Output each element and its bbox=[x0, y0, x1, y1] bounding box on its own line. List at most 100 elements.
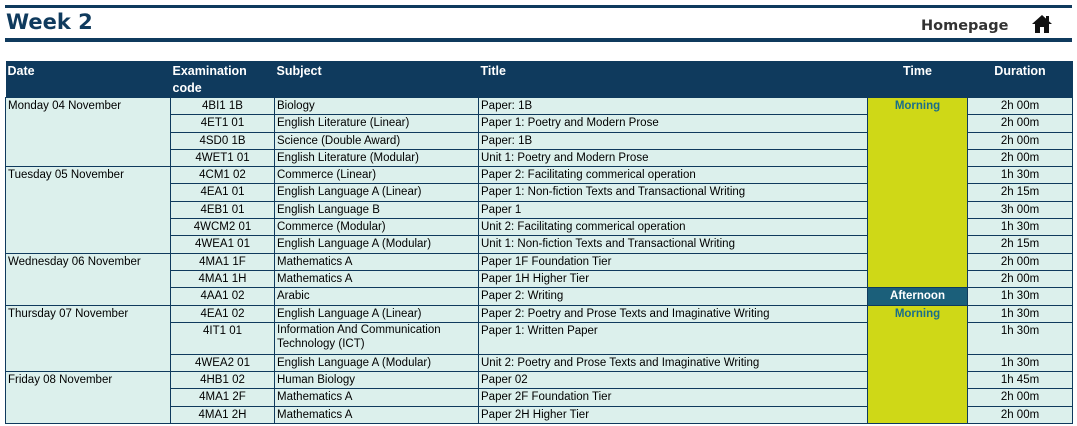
cell-duration: 1h 30m bbox=[967, 218, 1073, 237]
cell-time bbox=[867, 201, 968, 219]
cell-subject: English Language B bbox=[274, 200, 479, 220]
cell-subject: Commerce (Linear) bbox=[274, 166, 479, 185]
cell-subject: English Language A (Linear) bbox=[274, 304, 479, 323]
cell-exam-code: 4MA1 2H bbox=[170, 405, 275, 425]
cell-title: Paper 1: Written Paper bbox=[478, 321, 868, 355]
table-header-row: Date Examination code Subject Title Time… bbox=[5, 61, 1073, 98]
column-header-duration: Duration bbox=[967, 61, 1073, 98]
column-header-title: Title bbox=[478, 61, 868, 98]
cell-title: Paper 2: Writing bbox=[478, 287, 868, 306]
cell-title: Paper 1: Poetry and Modern Prose bbox=[478, 114, 868, 133]
header-rule bbox=[5, 38, 1072, 42]
cell-duration: 1h 30m bbox=[967, 353, 1073, 373]
cell-exam-code: 4BI1 1B bbox=[170, 96, 275, 116]
cell-exam-code: 4WEA2 01 bbox=[170, 353, 275, 373]
cell-duration: 3h 00m bbox=[967, 200, 1073, 220]
cell-exam-code: 4WET1 01 bbox=[170, 148, 275, 168]
cell-exam-code: 4AA1 02 bbox=[170, 287, 275, 306]
cell-title: Unit 2: Facilitating commerical operatio… bbox=[478, 218, 868, 237]
cell-duration: 2h 00m bbox=[967, 114, 1073, 133]
cell-subject: Human Biology bbox=[274, 371, 479, 390]
table-row: Wednesday 06 November 4MA1 1F Mathematics … bbox=[5, 252, 1073, 306]
cell-time: Morning bbox=[867, 96, 968, 115]
cell-duration: 2h 15m bbox=[967, 183, 1073, 202]
cell-subject: Mathematics A bbox=[274, 269, 479, 289]
cell-date: Monday 04 November bbox=[5, 96, 171, 168]
cell-duration: 2h 00m bbox=[967, 405, 1073, 425]
cell-time bbox=[867, 322, 968, 355]
cell-title: Unit 1: Non-fiction Texts and Transactio… bbox=[478, 235, 868, 254]
cell-subject: English Literature (Linear) bbox=[274, 114, 479, 133]
cell-exam-code: 4IT1 01 bbox=[170, 321, 275, 355]
cell-date: Wednesday 06 November bbox=[5, 252, 171, 306]
cell-time bbox=[867, 114, 968, 133]
cell-subject: Biology bbox=[274, 96, 479, 116]
table-row: 4MA1 2H Mathematics A Paper 2H Higher Tier… bbox=[6, 405, 1073, 425]
cell-time bbox=[867, 371, 968, 389]
cell-time bbox=[867, 218, 968, 236]
cell-duration: 1h 30m bbox=[967, 287, 1073, 306]
cell-time bbox=[867, 149, 968, 167]
cell-exam-code: 4ET1 01 bbox=[170, 114, 275, 133]
cell-title: Paper: 1B bbox=[478, 131, 868, 150]
cell-time: Afternoon bbox=[867, 287, 968, 306]
cell-title: Paper 1F Foundation Tier bbox=[478, 252, 868, 271]
cell-subject: English Language A (Modular) bbox=[274, 353, 479, 373]
cell-subject: Commerce (Modular) bbox=[274, 218, 479, 237]
cell-time bbox=[867, 183, 968, 202]
cell-title: Paper 2: Poetry and Prose Texts and Imag… bbox=[478, 304, 868, 323]
cell-exam-code: 4EA1 01 bbox=[170, 183, 275, 202]
table-row: 4IT1 01 Information And Communication Tec… bbox=[6, 321, 1073, 355]
cell-time bbox=[867, 132, 968, 150]
cell-exam-code: 4MA1 1H bbox=[170, 269, 275, 289]
cell-time bbox=[867, 406, 968, 425]
page-title: Week 2 bbox=[6, 10, 93, 34]
exam-timetable: Date Examination code Subject Title Time… bbox=[5, 61, 1073, 425]
cell-duration: 1h 30m bbox=[967, 166, 1073, 185]
table-row: Monday 04 November 4BI1 1B Biology Paper: 1… bbox=[5, 96, 1073, 168]
cell-title: Paper 2H Higher Tier bbox=[478, 405, 868, 425]
cell-time bbox=[867, 166, 968, 184]
column-header-subject: Subject bbox=[274, 61, 479, 98]
cell-duration: 2h 15m bbox=[967, 235, 1073, 254]
cell-subject: Science (Double Award) bbox=[274, 131, 479, 150]
cell-subject: English Language A (Modular) bbox=[274, 235, 479, 254]
column-header-time: Time bbox=[867, 61, 968, 98]
cell-title: Paper 2F Foundation Tier bbox=[478, 388, 868, 407]
cell-subject: Mathematics A bbox=[274, 388, 479, 407]
table-row: 4AA1 02 Arabic Paper 2: Writing Afternoon 1h… bbox=[6, 287, 1073, 306]
cell-duration: 1h 30m bbox=[967, 304, 1073, 323]
cell-time: Morning bbox=[867, 304, 968, 323]
cell-subject: English Literature (Modular) bbox=[274, 148, 479, 168]
cell-duration: 2h 00m bbox=[967, 148, 1073, 168]
cell-title: Paper 1H Higher Tier bbox=[478, 269, 868, 289]
cell-exam-code: 4WEA1 01 bbox=[170, 235, 275, 254]
table-row: Tuesday 05 November 4CM1 02 Commerce (Line… bbox=[5, 166, 1073, 254]
cell-subject: Mathematics A bbox=[274, 252, 479, 271]
homepage-link[interactable]: Homepage bbox=[921, 18, 1009, 34]
table-row: 4WCM2 01 Commerce (Modular) Unit 2: Facili… bbox=[6, 218, 1073, 237]
table-row: 4SD0 1B Science (Double Award) Paper: 1B 2h… bbox=[6, 131, 1073, 150]
cell-duration: 2h 00m bbox=[967, 252, 1073, 271]
cell-exam-code: 4SD0 1B bbox=[170, 131, 275, 150]
cell-time bbox=[867, 388, 968, 407]
cell-exam-code: 4EB1 01 bbox=[170, 200, 275, 220]
cell-time bbox=[867, 253, 968, 271]
cell-subject: Mathematics A bbox=[274, 405, 479, 425]
cell-subject: Information And Communication Technology… bbox=[274, 321, 479, 355]
cell-time bbox=[867, 270, 968, 289]
cell-date: Thursday 07 November bbox=[5, 304, 171, 373]
cell-subject: Arabic bbox=[274, 287, 479, 306]
column-header-date: Date bbox=[5, 61, 171, 98]
cell-duration: 2h 00m bbox=[967, 131, 1073, 150]
cell-title: Paper: 1B bbox=[478, 96, 868, 116]
cell-duration: 2h 00m bbox=[967, 96, 1073, 116]
cell-exam-code: 4HB1 02 bbox=[170, 371, 275, 390]
cell-exam-code: 4WCM2 01 bbox=[170, 218, 275, 237]
cell-title: Paper 1: Non-fiction Texts and Transacti… bbox=[478, 183, 868, 202]
cell-subject: English Language A (Linear) bbox=[274, 183, 479, 202]
home-icon[interactable] bbox=[1031, 14, 1053, 34]
column-header-code: Examination code bbox=[170, 61, 275, 98]
table-row: 4WEA2 01 English Language A (Modular) Unit… bbox=[6, 353, 1073, 373]
cell-duration: 1h 45m bbox=[967, 371, 1073, 390]
